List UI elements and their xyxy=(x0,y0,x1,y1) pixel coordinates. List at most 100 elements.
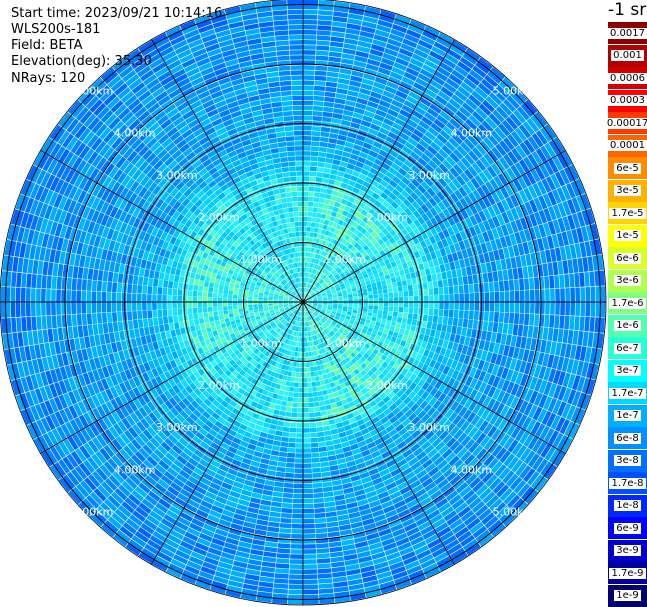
legend-entry-label: 1e-5 xyxy=(614,230,641,241)
bin-group xyxy=(366,220,374,227)
range-ring-label: 1.00km xyxy=(324,253,366,266)
azimuth-line xyxy=(40,150,304,303)
legend-entry: 1e-7 xyxy=(608,404,647,427)
legend-entry: 0.00017 xyxy=(604,112,647,134)
legend-entry: 3e-7 xyxy=(608,359,647,382)
legend-entry: 6e-8 xyxy=(608,427,647,449)
legend-entry-label: 0.00017 xyxy=(604,117,647,129)
bin-group xyxy=(256,194,328,358)
azimuth-line xyxy=(302,150,566,303)
bin-group xyxy=(267,264,291,270)
legend-entry: 1.7e-6 xyxy=(608,292,647,314)
azimuth-line xyxy=(151,301,304,565)
legend-entry-label: 1.7e-9 xyxy=(609,567,646,579)
azimuth-line xyxy=(151,39,304,303)
bin-group xyxy=(248,195,415,372)
range-ring-label: 1.00km xyxy=(240,337,282,350)
azimuth-line xyxy=(302,301,566,454)
legend-entry-label: 1e-9 xyxy=(614,590,641,601)
legend-entry-label: 1.7e-6 xyxy=(609,297,646,309)
legend-entry: 1.7e-8 xyxy=(608,472,647,494)
legend-entry: 3e-5 xyxy=(608,179,647,202)
bin-group xyxy=(334,369,340,376)
range-ring-label: 4.00km xyxy=(451,127,493,140)
legend-entry-label: 6e-5 xyxy=(614,162,641,174)
legend-entry-label: 1.7e-5 xyxy=(609,207,646,219)
bin-group xyxy=(309,291,314,295)
legend-entry-label: 0.0001 xyxy=(608,140,647,151)
legend-entry-label: 6e-7 xyxy=(614,342,641,354)
radar-bins xyxy=(0,0,606,605)
legend-entry-label: 6e-8 xyxy=(614,432,641,444)
bin-group xyxy=(338,355,345,361)
range-ring-label: 1.00km xyxy=(240,253,282,266)
range-ring-label: 2.00km xyxy=(198,211,240,224)
bin-group xyxy=(0,3,581,539)
bin-group xyxy=(358,213,365,221)
instrument-name: WLS200s-181 xyxy=(11,22,101,37)
legend-entry: 0.0001 xyxy=(608,134,647,157)
range-ring-label: 5.00km xyxy=(493,85,535,98)
bin-group xyxy=(524,99,538,114)
range-ring-label: 3.00km xyxy=(156,421,198,434)
range-ring-label: 4.00km xyxy=(451,463,493,476)
range-ring-label: 2.00km xyxy=(366,379,408,392)
legend-entry: 1e-6 xyxy=(608,314,647,337)
bin-group xyxy=(41,1,581,605)
legend-entry-label: 1.7e-7 xyxy=(609,387,646,399)
range-ring-label: 2.00km xyxy=(366,211,408,224)
azimuth-line xyxy=(40,301,304,454)
bin-group xyxy=(27,46,572,547)
bin-group xyxy=(239,196,385,302)
legend-entry-label: 1.7e-8 xyxy=(609,477,646,489)
bin-group xyxy=(202,265,225,302)
legend-entry-label: 1e-7 xyxy=(614,410,641,421)
legend-entry-label: 6e-9 xyxy=(614,522,641,534)
legend-entry-label: 3e-8 xyxy=(614,455,641,466)
legend-entry: 1e-8 xyxy=(608,494,647,517)
start-time-text: Start time: 2023/09/21 10:14:16 xyxy=(11,6,223,21)
bin-group xyxy=(30,6,586,579)
range-ring-label: 2.00km xyxy=(198,379,240,392)
legend-entry-label: 0.0003 xyxy=(608,95,647,106)
legend-entry: 3e-9 xyxy=(608,539,647,562)
range-ring-labels: 1.00km 1.00km 1.00km 1.00km 2.00km 2.00km 2.00… xyxy=(72,85,534,519)
legend-entry: 3e-6 xyxy=(608,269,647,292)
legend-entry: 1.7e-7 xyxy=(608,382,647,404)
range-ring-label: 5.00km xyxy=(72,85,114,98)
bin-group xyxy=(151,32,168,44)
legend-entry: 0.0003 xyxy=(608,89,647,112)
legend-entry-label: 0.001 xyxy=(611,50,644,61)
legend-entry-label: 3e-5 xyxy=(614,185,641,196)
azimuth-lines xyxy=(0,0,606,605)
elevation-text: Elevation(deg): 35.30 xyxy=(11,54,152,69)
range-ring-label: 5.00km xyxy=(72,505,114,518)
legend-entry: 6e-9 xyxy=(608,517,647,539)
range-ring-label: 3.00km xyxy=(408,421,450,434)
legend-entry: 0.001 xyxy=(608,44,647,67)
legend-entry: 0.0006 xyxy=(608,67,647,89)
range-ring-label: 4.00km xyxy=(114,463,156,476)
legend-entry-label: 1e-6 xyxy=(614,320,641,331)
legend-entry-label: 3e-7 xyxy=(614,365,641,376)
bin-group xyxy=(87,102,529,554)
legend-entry-label: 3e-9 xyxy=(614,545,641,556)
bin-group xyxy=(199,208,418,378)
legend-entry: 3e-8 xyxy=(608,449,647,472)
legend-entry: 6e-6 xyxy=(608,247,647,269)
bin-group xyxy=(263,302,268,305)
legend-entry-label: 1e-8 xyxy=(614,500,641,511)
bin-group xyxy=(319,272,324,278)
nrays-text: NRays: 120 xyxy=(11,71,86,86)
azimuth-line xyxy=(302,39,455,303)
range-ring-label: 1.00km xyxy=(324,337,366,350)
legend-entry-label: 6e-6 xyxy=(614,252,641,264)
legend-entry: 1.7e-9 xyxy=(608,562,647,584)
range-ring-label: 3.00km xyxy=(408,169,450,182)
bin-group xyxy=(67,5,538,593)
azimuth-line xyxy=(302,301,455,565)
legend-entry: 0.0017 xyxy=(608,22,647,44)
legend-entry: 6e-7 xyxy=(608,337,647,359)
legend-entry: 1.7e-5 xyxy=(608,202,647,224)
